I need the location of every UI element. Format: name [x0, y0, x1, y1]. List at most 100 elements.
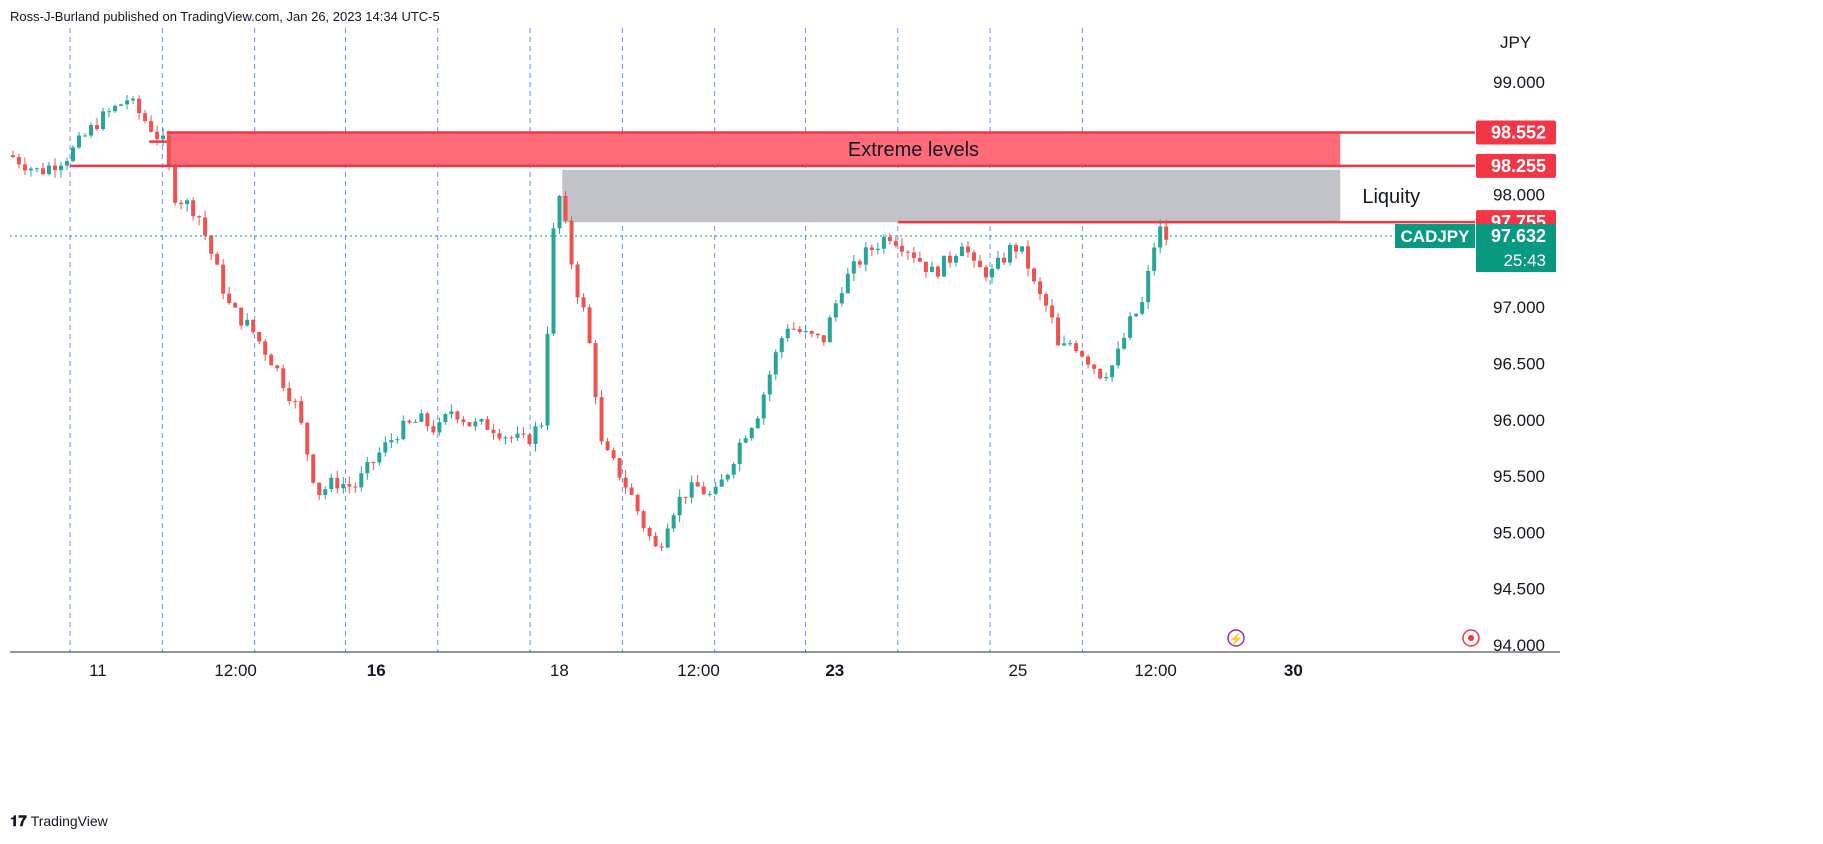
candle-body-63 — [389, 440, 394, 443]
candle-body-37 — [233, 302, 238, 308]
candle-body-126 — [767, 374, 772, 395]
candle-body-134 — [815, 333, 820, 336]
candle-body-83 — [509, 437, 514, 439]
candle-body-78 — [479, 419, 484, 422]
candle-body-166 — [1008, 245, 1013, 263]
candle-body-72 — [443, 414, 448, 423]
candle-body-184 — [1116, 348, 1121, 366]
candle-body-156 — [947, 255, 952, 263]
candle-body-131 — [797, 329, 802, 333]
candle-body-168 — [1020, 246, 1025, 252]
candle-body-40 — [251, 319, 256, 333]
x-tick-7: 12:00 — [1134, 661, 1177, 680]
candle-body-99 — [605, 441, 610, 451]
candle-body-44 — [275, 365, 280, 369]
y-tick-3: 96.500 — [1493, 355, 1545, 374]
candle-body-61 — [377, 452, 382, 463]
candle-body-69 — [425, 413, 430, 427]
candle-body-120 — [731, 463, 736, 475]
candle-body-36 — [227, 293, 232, 303]
candle-body-90 — [551, 228, 556, 334]
candle-body-112 — [683, 496, 688, 498]
publisher-header: Ross-J-Burland published on TradingView.… — [10, 9, 440, 24]
candle-body-140 — [851, 261, 856, 274]
candle-body-161 — [977, 260, 982, 268]
candle-body-17 — [113, 105, 118, 112]
candle-body-102 — [623, 477, 628, 488]
candle-body-91 — [557, 195, 562, 229]
zone-0 — [166, 132, 1341, 166]
candle-body-106 — [647, 528, 652, 537]
current-price-tag-bg — [1476, 224, 1556, 273]
candle-body-150 — [911, 252, 916, 259]
y-tick-7: 94.500 — [1493, 580, 1545, 599]
y-tick-2: 97.000 — [1493, 298, 1545, 317]
candle-body-191 — [1158, 226, 1163, 248]
candle-body-159 — [965, 246, 970, 253]
candle-body-76 — [467, 422, 472, 427]
zone-1 — [562, 169, 1341, 223]
event-flash-icon — [1227, 629, 1245, 647]
candle-body-124 — [755, 418, 760, 429]
candle-body-75 — [461, 419, 466, 423]
candle-body-109 — [665, 528, 670, 548]
price-tag-bg-1 — [1476, 153, 1556, 178]
candle-body-114 — [695, 482, 700, 487]
candle-body-186 — [1128, 316, 1133, 338]
candle-body-43 — [269, 354, 274, 366]
candle-body-86 — [527, 434, 532, 444]
candle-body-158 — [959, 246, 964, 257]
candle-body-96 — [587, 307, 592, 344]
candle-body-65 — [401, 420, 406, 440]
candle-body-133 — [809, 331, 814, 334]
candle-body-53 — [329, 477, 334, 490]
candle-body-163 — [989, 268, 994, 278]
candle-body-190 — [1152, 247, 1157, 271]
candle-body-153 — [929, 266, 934, 272]
candle-body-89 — [545, 333, 550, 426]
candle-body-98 — [599, 397, 604, 442]
candle-body-79 — [485, 419, 490, 430]
symbol-tag-bg — [1395, 224, 1475, 249]
tradingview-footer: 𝟏𝟕 TradingView — [10, 812, 108, 830]
candle-body-151 — [917, 258, 922, 262]
candle-body-51 — [317, 482, 322, 496]
candle-body-183 — [1110, 365, 1115, 378]
candle-body-170 — [1032, 268, 1037, 282]
candle-body-12 — [83, 135, 88, 137]
tradingview-logo-icon: 𝟏𝟕 — [10, 812, 27, 830]
candle-body-180 — [1092, 364, 1097, 369]
price-tag-0: 98.552 — [1491, 122, 1546, 142]
candle-body-29 — [185, 200, 190, 205]
candle-body-3 — [28, 168, 33, 171]
candle-body-147 — [893, 241, 898, 246]
y-tick-1: 98.000 — [1493, 186, 1545, 205]
countdown-tag: 25:43 — [1503, 251, 1546, 270]
candle-body-121 — [737, 442, 742, 464]
candle-body-60 — [371, 461, 376, 463]
candle-body-118 — [719, 479, 724, 487]
candle-body-35 — [221, 264, 226, 294]
candle-body-77 — [473, 421, 478, 427]
candle-body-64 — [395, 439, 400, 441]
candle-body-136 — [827, 317, 832, 343]
candle-body-42 — [263, 341, 268, 355]
candle-body-105 — [641, 511, 646, 529]
y-tick-5: 95.500 — [1493, 467, 1545, 486]
candle-body-125 — [761, 394, 766, 419]
candle-body-6 — [46, 165, 51, 175]
candle-body-55 — [341, 484, 346, 489]
candle-body-50 — [311, 454, 316, 483]
y-tick-6: 95.000 — [1493, 523, 1545, 542]
candle-body-39 — [245, 319, 250, 326]
candle-body-95 — [581, 297, 586, 308]
candle-body-56 — [347, 484, 352, 487]
record-icon-dot — [1468, 635, 1474, 641]
candle-body-74 — [455, 411, 460, 420]
x-tick-4: 12:00 — [677, 661, 720, 680]
candle-body-160 — [971, 252, 976, 261]
candle-body-57 — [353, 486, 358, 488]
candle-body-23 — [149, 121, 154, 132]
candle-body-116 — [707, 493, 712, 495]
